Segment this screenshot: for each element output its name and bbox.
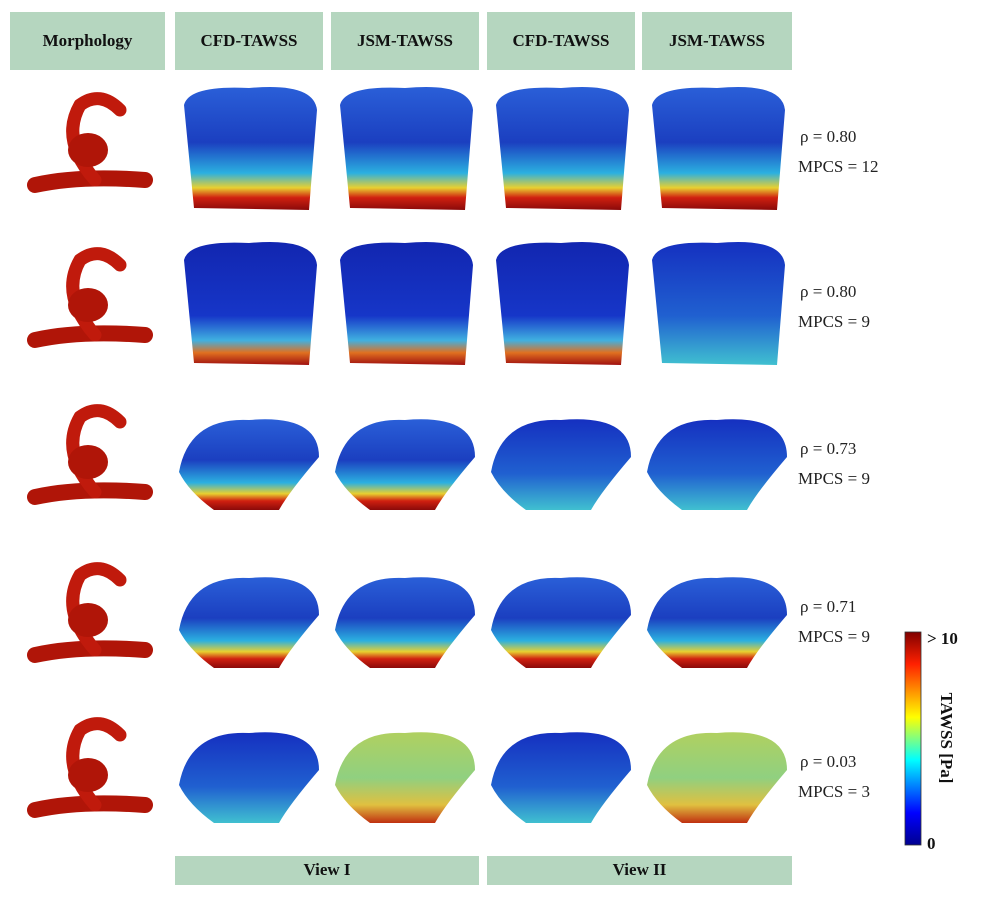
mpcs: MPCS = 9 (798, 312, 870, 331)
footer-label: View II (613, 860, 667, 879)
vessel (27, 482, 153, 505)
aneurysm-map (496, 86, 629, 210)
header-row: Morphology CFD-TAWSS JSM-TAWSS CFD-TAWSS JSM… (10, 12, 792, 70)
aneurysm-map (491, 577, 631, 668)
header-cell (487, 12, 635, 70)
mpcs: MPCS = 9 (798, 627, 870, 646)
correlation: ρ = 0.03 (800, 752, 856, 771)
mpcs: MPCS = 12 (798, 157, 878, 176)
colorbar-min-label: 0 (927, 834, 936, 853)
header-label: CFD-TAWSS (201, 31, 298, 50)
aneurysm-map (491, 732, 631, 823)
header-label: JSM-TAWSS (669, 31, 765, 50)
header-label: CFD-TAWSS (513, 31, 610, 50)
vessel (27, 170, 153, 193)
footer-cell (175, 856, 479, 885)
aneurysm (68, 133, 108, 167)
aneurysm (68, 445, 108, 479)
aneurysm (68, 603, 108, 637)
correlation: ρ = 0.71 (800, 597, 856, 616)
aneurysm-map (491, 419, 631, 510)
vessel (27, 640, 153, 663)
correlation: ρ = 0.80 (800, 127, 856, 146)
vessel (27, 325, 153, 348)
aneurysm-map (652, 86, 785, 210)
header-cell (642, 12, 792, 70)
footer-cell (487, 856, 792, 885)
colorbar-gradient (904, 631, 922, 846)
mpcs: MPCS = 9 (798, 469, 870, 488)
aneurysm-map (335, 419, 475, 510)
colorbar: > 10 0 TAWSS [Pa] (904, 629, 958, 853)
aneurysm-map (335, 732, 475, 823)
aneurysm-map (179, 577, 319, 668)
aneurysm-map (340, 86, 473, 210)
aneurysm-map (184, 241, 317, 365)
header-cell (331, 12, 479, 70)
header-label: JSM-TAWSS (357, 31, 453, 50)
aneurysm-map (652, 241, 785, 365)
aneurysm (68, 758, 108, 792)
aneurysm-map (647, 419, 787, 510)
aneurysm-map (179, 732, 319, 823)
header-cell (175, 12, 323, 70)
image-grid: ρ = 0.80 MPCS = 12 ρ = 0.80 MPCS = 9 ρ = 0.7… (27, 86, 878, 823)
header-cell (10, 12, 165, 70)
aneurysm-map (340, 241, 473, 365)
mpcs: MPCS = 3 (798, 782, 870, 801)
aneurysm-map (335, 577, 475, 668)
aneurysm-map (184, 86, 317, 210)
aneurysm (68, 288, 108, 322)
correlation: ρ = 0.73 (800, 439, 856, 458)
colorbar-max-label: > 10 (927, 629, 958, 648)
header-label: Morphology (43, 31, 133, 50)
aneurysm-map (496, 241, 629, 365)
colorbar-title: TAWSS [Pa] (937, 693, 956, 784)
footer-row: View I View II (175, 856, 792, 885)
correlation: ρ = 0.80 (800, 282, 856, 301)
aneurysm-map (647, 732, 787, 823)
vessel (27, 795, 153, 818)
footer-label: View I (303, 860, 350, 879)
aneurysm-map (179, 419, 319, 510)
aneurysm-map (647, 577, 787, 668)
